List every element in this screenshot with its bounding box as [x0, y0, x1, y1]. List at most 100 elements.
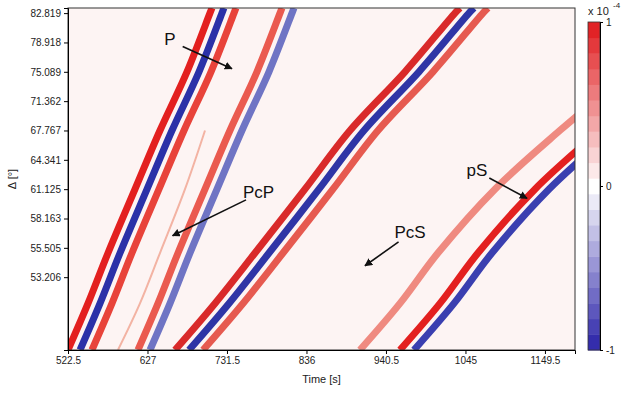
wave-stripe: [360, 72, 575, 350]
y-tick: 58.163: [30, 213, 68, 224]
colorbar-step: [588, 303, 600, 319]
x-tick: 627: [140, 350, 157, 366]
colorbar-tick: 0: [600, 181, 612, 192]
tick-label: 836: [299, 355, 316, 366]
y-axis-title: Δ [°]: [6, 169, 18, 189]
colorbar-step: [588, 334, 600, 350]
tick-mark: [64, 130, 68, 131]
annotations: P PcP PcS pS: [164, 30, 527, 266]
tick-mark: [227, 350, 228, 354]
axis-line: [64, 9, 69, 351]
x-tick: 731.5: [215, 350, 240, 366]
tick-label: 1: [606, 17, 612, 28]
colorbar-step: [588, 225, 600, 241]
tick-label: -1: [606, 345, 615, 356]
y-tick: 64.341: [30, 155, 68, 166]
wave-stripe: [189, 8, 474, 350]
plot-background: [68, 8, 575, 350]
wave-stripe: [138, 8, 282, 350]
axis-line: [69, 351, 576, 355]
colorbar-tick: -1: [600, 345, 615, 356]
tick-mark: [64, 13, 68, 14]
x-axis-title: Time [s]: [302, 373, 341, 385]
tick-label: 53.206: [30, 272, 61, 283]
colorbar-exponent: -4: [613, 1, 621, 10]
colorbar-step: [588, 163, 600, 179]
tick-label: 82.819: [30, 8, 61, 19]
tick-label: 78.918: [30, 37, 61, 48]
annotation-label: pS: [467, 161, 488, 180]
x-tick: 1045: [455, 350, 478, 366]
wave-stripe: [68, 8, 212, 350]
x-tick: 1149.5: [531, 350, 561, 366]
y-tick: 61.125: [30, 184, 68, 195]
colorbar-label: x 10: [588, 5, 609, 17]
tick-mark: [64, 248, 68, 249]
colorbar-axis: -1 0 1: [600, 17, 615, 356]
colorbar-step: [588, 319, 600, 335]
tick-label: 71.362: [30, 96, 61, 107]
annotation-label: PcP: [243, 183, 274, 202]
tick-mark: [64, 160, 68, 161]
colorbar-step: [588, 131, 600, 147]
tick-label: 1149.5: [531, 355, 561, 366]
tick-mark: [465, 350, 466, 354]
x-axis: 522.5 627 731.5 836 940.5 1045 1149.5: [56, 350, 576, 366]
y-tick: 53.206: [30, 272, 68, 283]
colorbar-frame: [588, 22, 600, 350]
colorbar-step: [588, 194, 600, 210]
x-tick: 940.5: [374, 350, 399, 366]
tick-label: 627: [140, 355, 157, 366]
tick-label: 75.089: [30, 67, 61, 78]
series-group: [68, 8, 575, 350]
colorbar-step: [588, 69, 600, 85]
tick-mark: [64, 72, 68, 73]
tick-label: 522.5: [56, 355, 81, 366]
x-tick: 836: [299, 350, 316, 366]
y-tick: 71.362: [30, 96, 68, 107]
tick-label: 731.5: [215, 355, 240, 366]
annotation-label: PcS: [394, 223, 425, 242]
colorbar-step: [588, 256, 600, 272]
annotation-arrow: [365, 242, 399, 266]
wave-stripe: [80, 8, 224, 350]
y-tick: 55.505: [30, 243, 68, 254]
tick-label: 1045: [455, 355, 478, 366]
y-tick: 67.767: [30, 125, 68, 136]
tick-mark: [64, 101, 68, 102]
y-tick: 78.918: [30, 37, 68, 48]
colorbar-step: [588, 38, 600, 54]
colorbar-step: [588, 100, 600, 116]
tick-label: 58.163: [30, 213, 61, 224]
tick-mark: [64, 189, 68, 190]
tick-label: 67.767: [30, 125, 61, 136]
tick-mark: [600, 22, 603, 23]
y-axis: 53.206 55.505 58.163 61.125 64.341 67.767 71.3…: [30, 8, 68, 351]
wave-stripe: [400, 72, 575, 350]
colorbar-step: [588, 53, 600, 69]
annotation-arrow: [489, 178, 527, 198]
y-tick: 75.089: [30, 67, 68, 78]
tick-mark: [545, 350, 546, 354]
colorbar: -1 0 1x 10 -4: [588, 1, 621, 356]
colorbar-step: [588, 147, 600, 163]
axis-line: [601, 23, 604, 351]
colorbar-tick: 1: [600, 17, 612, 28]
wave-stripe: [175, 8, 460, 350]
y-tick: 82.819: [30, 8, 68, 19]
annotation-label: P: [164, 30, 175, 49]
tick-mark: [600, 186, 603, 187]
colorbar-step: [588, 84, 600, 100]
tick-mark: [64, 219, 68, 220]
x-tick: 522.5: [56, 350, 81, 366]
tick-mark: [64, 277, 68, 278]
tick-label: 55.505: [30, 243, 61, 254]
colorbar-step: [588, 178, 600, 194]
tick-mark: [386, 350, 387, 354]
wave-stripe: [414, 72, 575, 350]
tick-label: 64.341: [30, 155, 61, 166]
annotation-arrow: [183, 46, 232, 68]
tick-mark: [600, 350, 603, 351]
colorbar-step: [588, 209, 600, 225]
plot-frame: [68, 8, 575, 350]
